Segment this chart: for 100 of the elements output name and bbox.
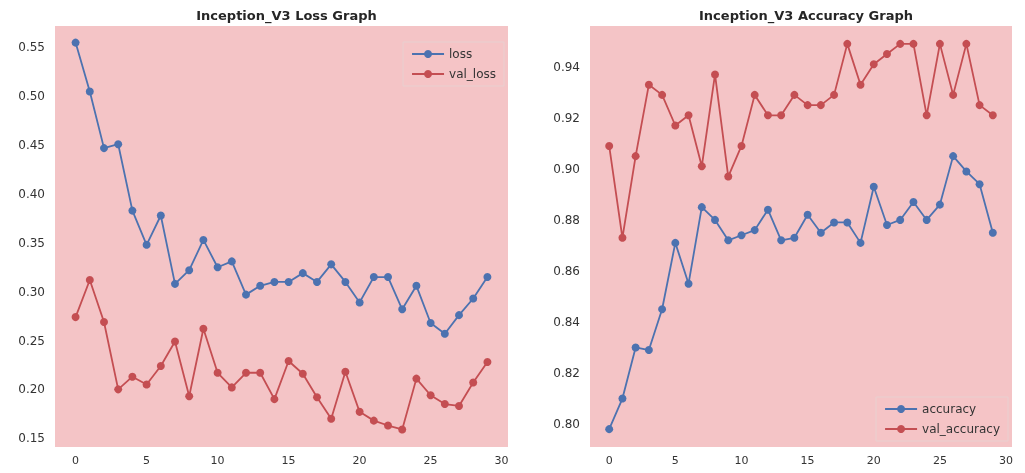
point [724, 172, 733, 181]
point [469, 294, 478, 303]
point [605, 141, 614, 150]
point [856, 80, 865, 89]
point [935, 39, 944, 48]
point [440, 400, 449, 409]
point [114, 140, 123, 149]
point [355, 298, 364, 307]
point [803, 210, 812, 219]
point [697, 203, 706, 212]
y-tick-label: 0.90 [553, 161, 580, 176]
point [213, 263, 222, 272]
point [128, 372, 137, 381]
point [935, 200, 944, 209]
point [790, 233, 799, 242]
point [298, 269, 307, 278]
point [975, 101, 984, 110]
x-tick-label: 0 [72, 454, 80, 467]
point [658, 305, 667, 314]
y-tick-label: 0.55 [18, 40, 45, 55]
point [171, 337, 179, 346]
point [962, 167, 971, 176]
point [816, 228, 825, 237]
chart-title: Inception_V3 Loss Graph [196, 8, 377, 24]
point [869, 60, 878, 69]
point [671, 121, 680, 130]
point [313, 277, 321, 286]
point [843, 218, 852, 227]
point [341, 277, 350, 286]
point [384, 273, 392, 282]
point [790, 90, 799, 99]
y-tick-label: 0.94 [553, 59, 580, 74]
point [256, 281, 265, 290]
chart-title: Inception_V3 Accuracy Graph [699, 8, 913, 24]
point [412, 374, 421, 383]
point [711, 70, 720, 79]
point [469, 378, 478, 387]
point [227, 383, 236, 392]
point [426, 391, 435, 400]
x-tick-label: 0 [605, 454, 613, 467]
point [227, 257, 236, 266]
point [199, 324, 208, 333]
point [398, 305, 407, 314]
point [777, 111, 786, 120]
point [156, 211, 165, 220]
point [256, 368, 265, 377]
point [975, 180, 984, 189]
point [85, 275, 94, 284]
point [618, 394, 627, 403]
x-tick-label: 20 [866, 454, 881, 467]
point [816, 101, 825, 110]
point [671, 238, 680, 247]
y-tick-label: 0.35 [18, 235, 45, 250]
point [171, 279, 179, 288]
point [909, 198, 918, 207]
point [327, 260, 336, 269]
point [426, 318, 435, 327]
point [100, 144, 108, 153]
point [440, 329, 449, 338]
point [658, 90, 667, 99]
point [71, 38, 80, 47]
x-tick-label: 30 [494, 454, 509, 467]
y-tick-label: 0.30 [18, 284, 45, 299]
point [313, 393, 321, 402]
point [455, 311, 464, 320]
point [922, 111, 931, 120]
point [896, 215, 905, 224]
point [605, 425, 614, 434]
x-tick-label: 15 [800, 454, 815, 467]
point [100, 317, 108, 326]
y-tick-label: 0.80 [553, 417, 580, 432]
legend-label: loss [449, 47, 473, 61]
point [909, 39, 918, 48]
point [114, 385, 123, 394]
point [684, 111, 693, 120]
y-tick-label: 0.88 [553, 212, 580, 227]
point [949, 90, 958, 99]
point [298, 369, 307, 378]
point [684, 279, 693, 288]
point [644, 80, 653, 89]
point [284, 277, 293, 286]
x-tick-label: 15 [281, 454, 296, 467]
point [483, 273, 492, 282]
x-tick-label: 25 [423, 454, 438, 467]
point [803, 101, 812, 110]
x-tick-label: 20 [352, 454, 367, 467]
point [128, 206, 137, 215]
point [697, 162, 706, 171]
y-tick-label: 0.45 [18, 138, 45, 153]
point [242, 290, 250, 299]
point [843, 39, 852, 48]
x-tick-label: 10 [210, 454, 225, 467]
point [883, 50, 891, 59]
point [185, 392, 194, 401]
point [631, 343, 640, 352]
point [327, 414, 336, 423]
y-tick-label: 0.25 [18, 333, 45, 348]
point [711, 215, 720, 224]
point [750, 90, 759, 99]
point [896, 39, 905, 48]
